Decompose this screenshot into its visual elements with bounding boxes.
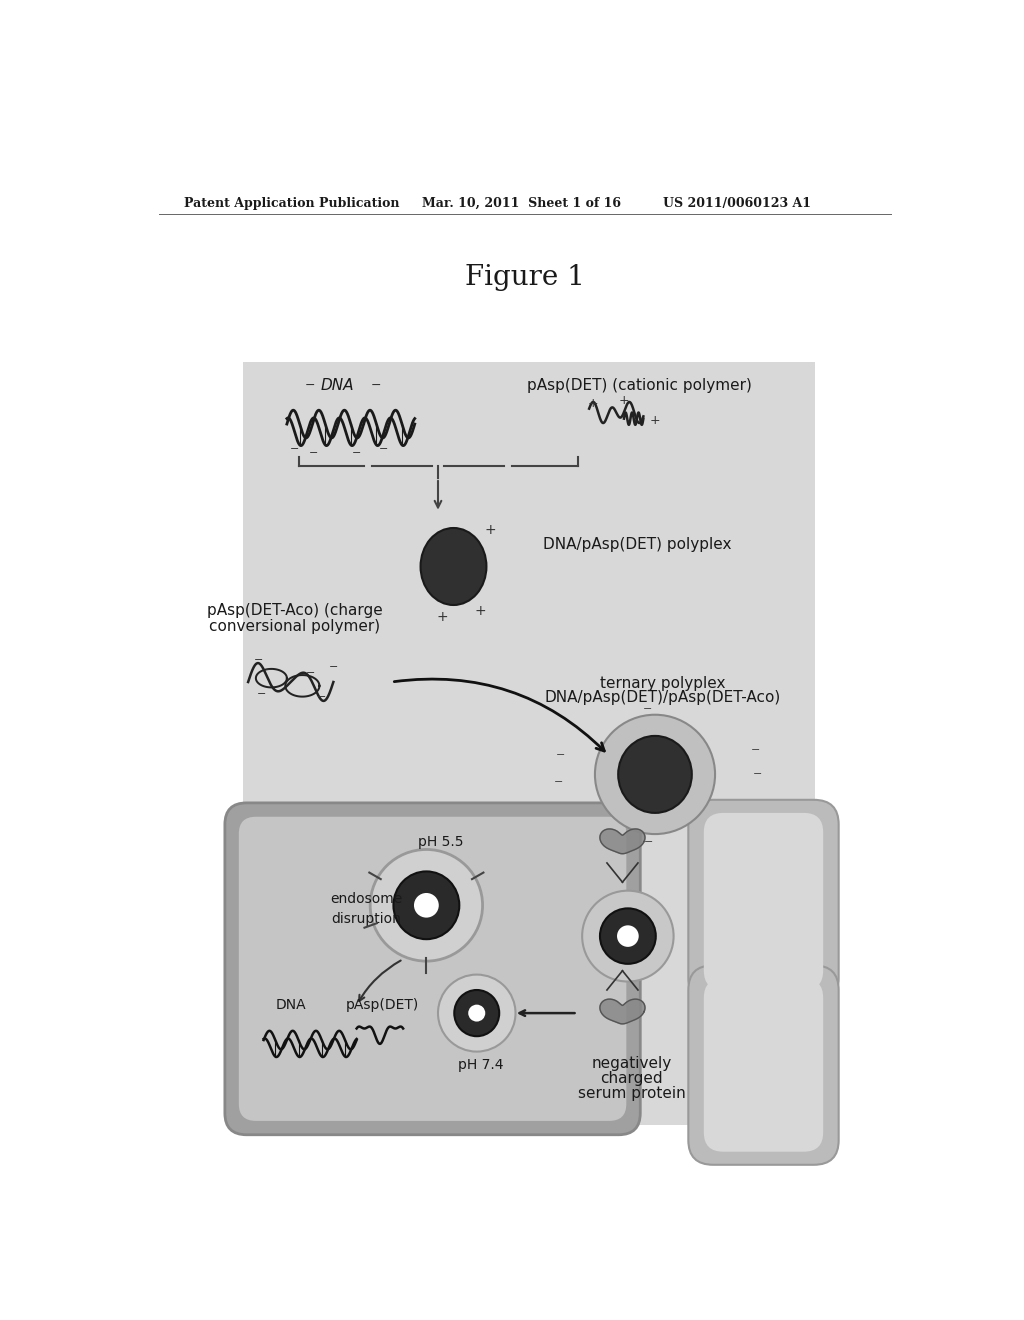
Text: +: + <box>618 395 630 408</box>
Ellipse shape <box>455 990 500 1036</box>
Text: −: − <box>556 750 565 760</box>
Text: pAsp(DET): pAsp(DET) <box>345 998 419 1012</box>
Text: serum protein: serum protein <box>578 1086 686 1101</box>
Ellipse shape <box>583 891 674 982</box>
Ellipse shape <box>617 925 639 946</box>
Text: −: − <box>352 449 361 458</box>
Text: +: + <box>475 605 486 618</box>
Text: DNA/pAsp(DET) polyplex: DNA/pAsp(DET) polyplex <box>543 537 731 553</box>
Text: +: + <box>649 413 660 426</box>
Ellipse shape <box>414 894 438 917</box>
Text: −: − <box>371 379 381 392</box>
Text: −: − <box>329 661 338 672</box>
Text: Patent Application Publication: Patent Application Publication <box>183 197 399 210</box>
Ellipse shape <box>421 528 486 605</box>
Text: −: − <box>751 744 761 755</box>
Text: −: − <box>753 770 762 779</box>
Text: pAsp(DET) (cationic polymer): pAsp(DET) (cationic polymer) <box>527 378 752 393</box>
Text: −: − <box>290 445 299 454</box>
Text: −: − <box>305 379 315 392</box>
Text: DNA/pAsp(DET)/pAsp(DET-Aco): DNA/pAsp(DET)/pAsp(DET-Aco) <box>545 690 781 705</box>
Text: −: − <box>305 668 314 677</box>
Ellipse shape <box>371 850 482 961</box>
Ellipse shape <box>618 737 692 813</box>
Text: −: − <box>644 837 653 847</box>
Text: −: − <box>257 689 266 698</box>
Text: −: − <box>317 693 327 702</box>
Text: DNA: DNA <box>275 998 306 1012</box>
Text: conversional polymer): conversional polymer) <box>209 619 380 634</box>
Text: +: + <box>436 610 447 623</box>
Text: pH 7.4: pH 7.4 <box>458 1059 504 1072</box>
Text: US 2011/0060123 A1: US 2011/0060123 A1 <box>663 197 811 210</box>
Text: −: − <box>309 449 318 458</box>
Text: pAsp(DET-Aco) (charge: pAsp(DET-Aco) (charge <box>207 603 383 618</box>
FancyBboxPatch shape <box>225 803 640 1135</box>
FancyBboxPatch shape <box>243 363 815 1125</box>
Text: DNA: DNA <box>321 378 354 393</box>
Polygon shape <box>600 999 645 1024</box>
Text: −: − <box>254 656 263 665</box>
FancyBboxPatch shape <box>703 813 823 990</box>
Text: Mar. 10, 2011  Sheet 1 of 16: Mar. 10, 2011 Sheet 1 of 16 <box>423 197 622 210</box>
Ellipse shape <box>438 974 515 1052</box>
Text: pH 5.5: pH 5.5 <box>418 836 463 849</box>
Text: −: − <box>264 665 273 676</box>
Polygon shape <box>600 829 645 854</box>
Text: −: − <box>553 777 563 787</box>
Text: −: − <box>379 445 388 454</box>
FancyBboxPatch shape <box>688 800 839 1003</box>
FancyBboxPatch shape <box>688 965 839 1164</box>
Ellipse shape <box>393 871 460 940</box>
Ellipse shape <box>600 908 655 964</box>
FancyBboxPatch shape <box>703 978 823 1151</box>
Text: Figure 1: Figure 1 <box>465 264 585 292</box>
Text: endosome: endosome <box>330 892 402 906</box>
Ellipse shape <box>468 1005 485 1022</box>
Text: charged: charged <box>600 1071 664 1086</box>
Text: +: + <box>588 397 598 409</box>
Text: +: + <box>485 523 497 536</box>
Text: −: − <box>643 704 652 714</box>
Text: disruption: disruption <box>331 912 400 927</box>
FancyBboxPatch shape <box>239 817 627 1121</box>
Text: ternary polyplex: ternary polyplex <box>600 676 725 692</box>
Ellipse shape <box>595 714 715 834</box>
Text: negatively: negatively <box>592 1056 672 1071</box>
